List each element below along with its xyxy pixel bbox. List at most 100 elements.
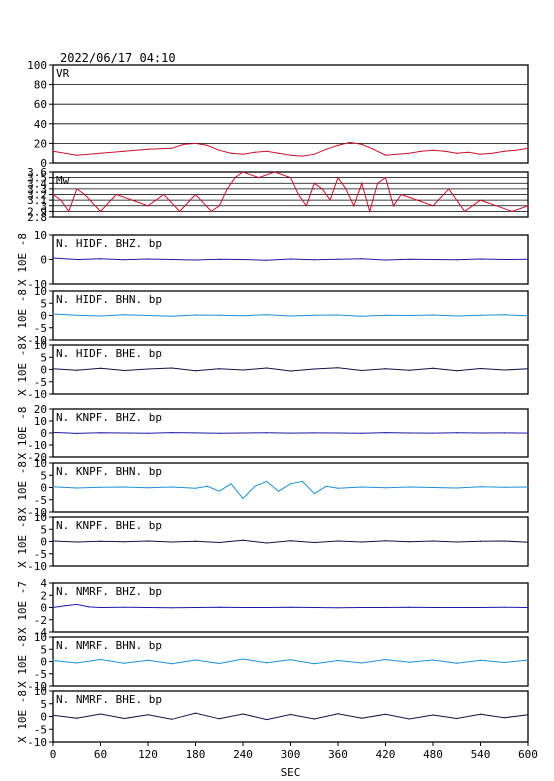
data-point	[289, 713, 292, 716]
data-point	[384, 606, 387, 609]
data-point	[131, 199, 133, 201]
data-point	[369, 210, 371, 212]
data-point	[218, 368, 220, 370]
y-tick-label: 3	[40, 200, 47, 213]
data-point	[76, 541, 78, 543]
data-point	[432, 314, 434, 316]
data-point	[206, 144, 208, 146]
data-point	[337, 314, 339, 316]
y-tick-label: -5	[34, 723, 47, 736]
data-point	[99, 210, 102, 212]
data-point	[361, 182, 363, 184]
data-point	[432, 258, 434, 261]
data-point	[432, 714, 434, 716]
data-point	[242, 315, 244, 317]
data-point	[313, 153, 315, 155]
data-point	[218, 314, 220, 316]
data-point	[52, 150, 54, 152]
data-point	[396, 153, 398, 155]
data-point	[432, 486, 434, 489]
data-point	[99, 315, 102, 317]
y-tick-label: 5	[40, 351, 47, 364]
series-line	[52, 141, 529, 157]
data-point	[361, 662, 363, 664]
y-tick-label: -5	[34, 494, 47, 507]
data-point	[384, 658, 387, 661]
data-point	[289, 483, 292, 485]
panel-0: 100 80 60 40 20 0 VR	[27, 59, 529, 170]
data-point	[171, 315, 173, 317]
data-point	[60, 199, 62, 201]
data-point	[527, 606, 529, 609]
data-point	[218, 432, 220, 434]
data-point	[123, 314, 125, 316]
data-point	[361, 717, 363, 719]
data-point	[52, 431, 54, 433]
data-point	[479, 486, 482, 488]
data-point	[210, 210, 212, 212]
data-point	[321, 188, 323, 190]
data-point	[456, 315, 458, 317]
data-point	[194, 659, 197, 661]
data-point	[52, 659, 54, 662]
data-point	[234, 177, 236, 179]
data-point	[242, 369, 244, 371]
data-point	[52, 606, 54, 609]
data-point	[495, 205, 497, 207]
data-point	[76, 662, 78, 664]
data-point	[242, 153, 244, 155]
data-point	[52, 714, 54, 716]
data-point	[527, 147, 529, 149]
y-tick-label: 3.5	[27, 172, 47, 185]
y-tick-label: 80	[34, 79, 47, 92]
data-point	[218, 205, 220, 207]
data-point	[297, 193, 300, 196]
data-point	[503, 540, 505, 542]
y-tick-label: 0	[40, 656, 47, 669]
y-tick-label: -2	[34, 614, 47, 627]
data-point	[99, 258, 102, 260]
data-point	[194, 540, 197, 542]
y-tick-label: -5	[34, 668, 47, 681]
data-point	[456, 152, 458, 154]
data-point	[420, 150, 422, 152]
data-point	[147, 205, 149, 207]
y-tick-label: 2.8	[27, 211, 47, 224]
data-point	[76, 432, 78, 434]
data-point	[527, 486, 529, 488]
data-point	[408, 432, 410, 434]
x-tick-label: 360	[328, 748, 348, 761]
x-tick-label: 60	[94, 748, 107, 761]
data-point	[76, 154, 78, 156]
data-point	[230, 152, 232, 154]
y-axis-label: X 10E -7	[16, 581, 29, 634]
data-point	[337, 177, 339, 179]
data-point	[99, 432, 102, 434]
data-point	[171, 607, 173, 609]
data-point	[254, 151, 256, 153]
data-point	[84, 193, 86, 196]
y-tick-label: -5	[34, 548, 47, 561]
data-point	[527, 659, 529, 661]
data-point	[479, 314, 482, 316]
y-tick-label: -20	[27, 451, 47, 464]
data-point	[147, 314, 149, 317]
data-point	[384, 540, 387, 542]
data-point	[503, 661, 505, 664]
data-point	[123, 541, 125, 543]
data-point	[171, 541, 173, 543]
y-tick-label: 3.6	[27, 166, 47, 179]
panel-frame	[52, 64, 529, 164]
data-point	[242, 658, 244, 660]
data-point	[503, 150, 505, 152]
data-point	[99, 367, 102, 369]
y-tick-label: -5	[34, 376, 47, 389]
data-point	[76, 258, 78, 261]
data-point	[313, 718, 315, 720]
